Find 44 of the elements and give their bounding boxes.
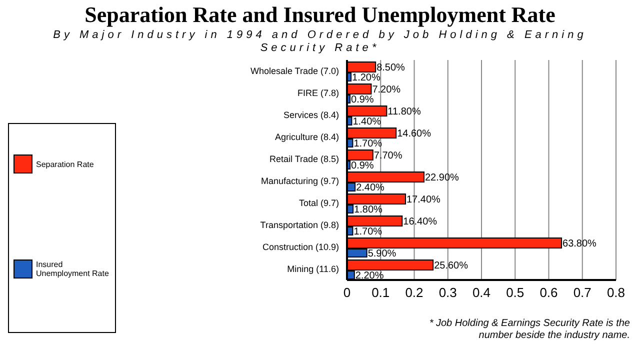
data-label: 1.40% (352, 116, 382, 128)
data-label: 7.20% (372, 84, 401, 96)
data-label: 7.70% (374, 150, 402, 162)
data-label: 8.50% (376, 62, 406, 74)
x-tick-label: 0.3 (438, 285, 457, 300)
y-tick-label: Manufacturing (9.7) (260, 176, 339, 186)
data-label: 16.40% (403, 216, 438, 228)
chart-title: Separation Rate and Insured Unemployment Rate (84, 2, 556, 28)
data-label: 22.90% (425, 172, 460, 184)
y-tick-label: Services (8.4) (283, 110, 339, 120)
data-label: 0.9% (351, 94, 374, 106)
x-tick-label: 0.1 (372, 285, 390, 300)
data-label: 1.70% (354, 226, 382, 238)
x-tick-label: 0.8 (606, 285, 626, 300)
data-label: 14.60% (397, 128, 432, 140)
y-tick-label: Transportation (9.8) (260, 220, 339, 230)
data-label: 1.80% (354, 204, 383, 216)
data-label: 1.70% (354, 138, 382, 150)
y-tick-label: Wholesale Trade (7.0) (250, 66, 339, 76)
y-tick-label: Mining (11.6) (287, 264, 339, 274)
x-tick-label: 0 (343, 285, 351, 300)
x-tick-label: 0.7 (573, 285, 592, 300)
x-tick-label: 0.6 (540, 285, 558, 300)
y-tick-label: FIRE (7.8) (297, 88, 339, 98)
data-label: 63.80% (562, 238, 597, 250)
legend-label: Insured Unemployment Rate (36, 260, 110, 278)
data-label: 1.20% (352, 72, 380, 84)
x-tick-label: 0.5 (506, 285, 524, 300)
chart-subtitle: By Major Industry in 1994 and Ordered by Job Holding & Earning Security Rate* (52, 29, 588, 55)
y-tick-label: Construction (10.9) (262, 242, 339, 252)
y-tick-label: Total (9.7) (298, 198, 339, 208)
data-label: 2.20% (355, 270, 384, 282)
data-label: 5.90% (368, 248, 396, 260)
text: * Job Holding & Earnings Security Rate is the number beside the industry name. (428, 318, 630, 342)
x-tick-label: 0.4 (472, 285, 491, 300)
y-tick-label: Agriculture (8.4) (274, 132, 339, 142)
data-label: 0.9% (351, 160, 374, 172)
data-label: 25.60% (434, 260, 468, 272)
data-label: 2.40% (356, 182, 385, 194)
legend-label: Separation Rate (36, 160, 94, 168)
data-label: 17.40% (406, 194, 441, 206)
y-tick-label: Retail Trade (8.5) (269, 154, 339, 164)
x-tick-label: 0.2 (405, 285, 424, 300)
data-label: 11.80% (388, 106, 421, 118)
